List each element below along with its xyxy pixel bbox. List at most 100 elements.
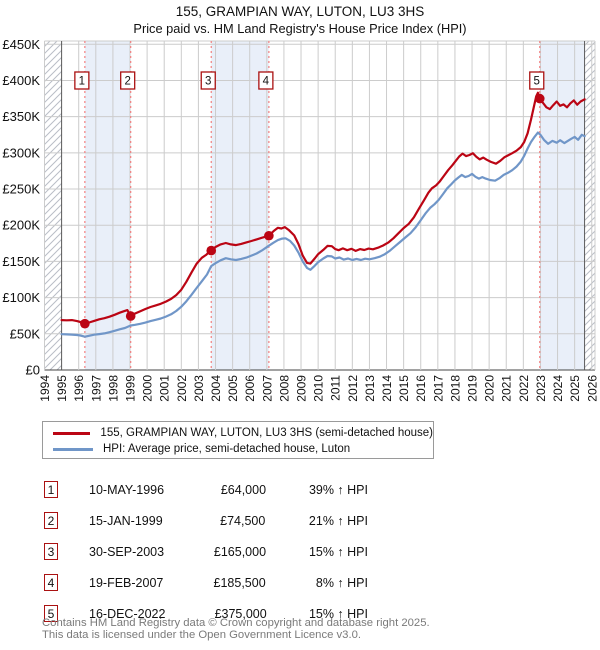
sale-row: 3 30-SEP-2003 £165,000 15% ↑ HPI	[44, 536, 368, 567]
x-axis-label: 2011	[329, 375, 343, 401]
ownership-band	[84, 41, 131, 370]
sale-number-box[interactable]	[200, 71, 216, 90]
sale-price: £165,000	[213, 544, 267, 559]
x-axis-label: 2021	[500, 375, 514, 402]
price-paid-line-swatch	[53, 431, 91, 435]
x-axis-label: 2018	[448, 375, 462, 402]
x-axis-label: 2020	[483, 375, 497, 402]
x-axis-label: 2022	[517, 375, 531, 402]
sale-number-box[interactable]	[120, 71, 136, 90]
sale-number-text: 5	[534, 76, 540, 88]
x-axis-label: 2008	[277, 375, 291, 402]
sale-date: 16-DEC-2022	[89, 606, 166, 621]
sale-marker[interactable]	[206, 245, 217, 256]
sale-price: £185,500	[213, 575, 266, 590]
sale-row: 5 16-DEC-2022 £375,000 15% ↑ HPI	[44, 598, 368, 629]
sale-number-box[interactable]	[529, 71, 545, 90]
legend-row-hpi: HPI: Average price, semi-detached house,…	[53, 441, 433, 457]
y-axis-label: £350K	[2, 109, 40, 124]
sale-row: 1 10-MAY-1996 £64,000 39% ↑ HPI	[44, 474, 368, 505]
hpi-legend-label: HPI: Average price, semi-detached house,…	[103, 443, 351, 455]
sale-row: 2 15-JAN-1999 £74,500 21% ↑ HPI	[44, 505, 368, 536]
sales-table: 1 10-MAY-1996 £64,000 39% ↑ HPI 2 15-JAN-1999…	[44, 474, 368, 629]
sale-price: £375,000	[214, 606, 267, 621]
x-axis-label: 2010	[312, 375, 326, 402]
x-axis-label: 2024	[551, 375, 565, 402]
sale-hpi-delta: 21% ↑ HPI	[308, 513, 368, 528]
sale-price: £64,000	[220, 482, 267, 497]
y-axis-label: £250K	[2, 182, 40, 197]
x-axis-label: 2005	[226, 375, 240, 402]
x-axis-label: 2016	[414, 375, 428, 402]
sale-number-box[interactable]	[74, 71, 90, 90]
sale-marker[interactable]	[80, 318, 90, 329]
sale-number-badge: 2	[44, 512, 58, 529]
y-axis-label: £400K	[2, 73, 40, 88]
x-axis-label: 2009	[295, 375, 309, 402]
y-axis-label: £50K	[10, 326, 41, 341]
sale-date: 10-MAY-1996	[89, 482, 165, 497]
hpi-line	[60, 131, 586, 338]
x-axis-label: 2026	[585, 375, 599, 402]
sale-number-badge: 1	[44, 481, 58, 498]
no-data-hatch	[44, 41, 62, 370]
sale-hpi-delta: 15% ↑ HPI	[308, 544, 368, 559]
sale-row: 4 19-FEB-2007 £185,500 8% ↑ HPI	[44, 567, 368, 598]
no-data-hatch	[584, 41, 595, 370]
sale-price: £74,500	[220, 513, 266, 528]
y-axis-label: £300K	[2, 145, 40, 160]
x-axis-label: 2017	[431, 375, 445, 402]
sale-number-text: 4	[263, 76, 270, 88]
y-axis-label: £200K	[2, 218, 40, 233]
x-axis-label: 2000	[141, 375, 155, 402]
sale-number-text: 3	[205, 76, 211, 88]
chart-subtitle: Price paid vs. HM Land Registry's House …	[133, 21, 467, 36]
x-axis-label: 2007	[260, 375, 274, 402]
x-axis-label: 1994	[38, 375, 52, 402]
x-axis-label: 1995	[55, 375, 69, 402]
x-axis-label: 2012	[346, 375, 360, 402]
x-axis-label: 2001	[158, 375, 172, 402]
sale-marker[interactable]	[125, 311, 136, 321]
sale-date: 15-JAN-1999	[89, 513, 163, 528]
sale-number-text: 1	[79, 76, 85, 88]
y-axis-label: £0	[26, 363, 40, 378]
footer: Contains HM Land Registry data © Crown c…	[42, 617, 582, 641]
x-axis-label: 1997	[89, 375, 103, 402]
legend-row-price-paid: 155, GRAMPIAN WAY, LUTON, LU3 3HS (semi-…	[53, 425, 433, 441]
sale-marker[interactable]	[264, 230, 274, 241]
sale-hpi-delta: 8% ↑ HPI	[315, 575, 368, 590]
x-axis-label: 2004	[209, 375, 223, 402]
sale-date: 19-FEB-2007	[89, 575, 164, 590]
price-paid-legend-label: 155, GRAMPIAN WAY, LUTON, LU3 3HS (semi-…	[100, 427, 433, 439]
footer-copyright: Contains HM Land Registry data © Crown c…	[42, 617, 430, 629]
ownership-band	[539, 41, 585, 370]
x-axis-label: 2006	[243, 375, 257, 402]
x-axis-label: 2025	[568, 375, 582, 402]
x-axis-label: 1998	[106, 375, 120, 402]
sale-number-text: 2	[124, 76, 130, 88]
chart-title: 155, GRAMPIAN WAY, LUTON, LU3 3HS	[175, 4, 425, 19]
footer-licence: This data is licensed under the Open Gov…	[42, 628, 362, 641]
x-axis-label: 2002	[175, 375, 189, 402]
x-axis-label: 2014	[380, 375, 394, 402]
x-axis-label: 1999	[124, 375, 138, 402]
legend: 155, GRAMPIAN WAY, LUTON, LU3 3HS (semi-…	[42, 421, 434, 459]
price-history-chart: £0 £50K £100K £150K £200K £250K £300K £350K £400…	[2, 37, 599, 402]
x-axis-label: 1996	[72, 375, 86, 402]
y-axis-label: £150K	[2, 254, 40, 269]
x-axis-label: 2003	[192, 375, 206, 402]
y-axis-label: £450K	[2, 37, 40, 52]
x-axis-label: 2019	[466, 375, 480, 402]
hpi-line-swatch	[53, 447, 93, 451]
x-axis-label: 2013	[363, 375, 377, 402]
sale-marker[interactable]	[534, 93, 545, 104]
sale-hpi-delta: 39% ↑ HPI	[308, 482, 368, 497]
sale-number-badge: 5	[44, 605, 58, 622]
sale-number-box[interactable]	[258, 71, 274, 90]
y-axis-label: £100K	[2, 290, 40, 305]
sale-number-badge: 4	[44, 574, 58, 591]
sale-number-badge: 3	[44, 543, 58, 560]
sale-date: 30-SEP-2003	[89, 544, 165, 559]
